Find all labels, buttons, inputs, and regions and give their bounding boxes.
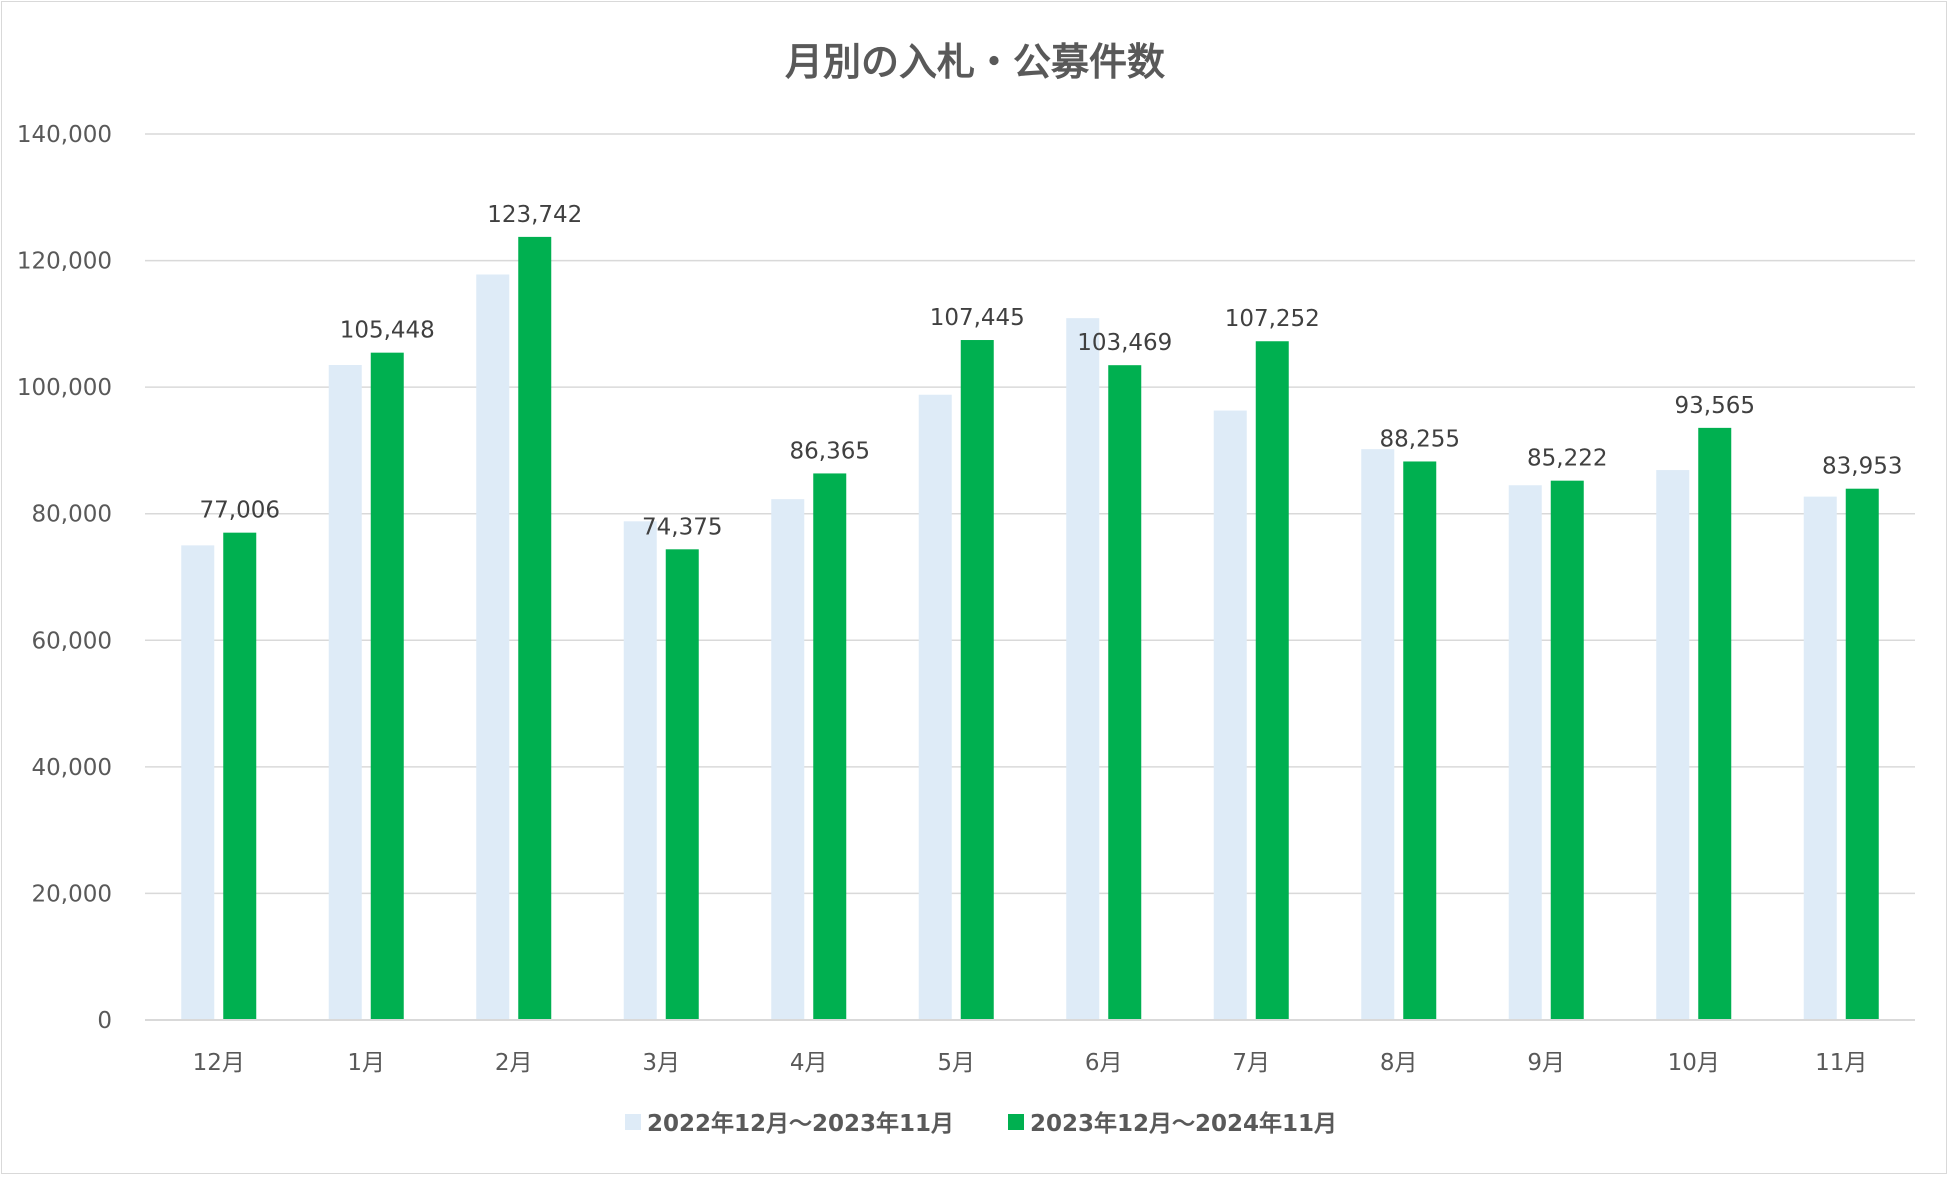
x-tick-label: 3月 [642,1050,680,1076]
bar-series-1 [1361,449,1395,1021]
y-tick-label: 140,000 [17,122,112,148]
x-tick-label: 6月 [1085,1050,1123,1076]
bar-series-1 [476,274,510,1021]
x-tick-label: 5月 [937,1050,975,1076]
data-label: 86,365 [790,438,870,464]
bar-series-1 [623,521,657,1020]
x-tick-label: 8月 [1380,1050,1418,1076]
data-label: 74,375 [642,514,722,540]
y-tick-label: 100,000 [17,375,112,401]
gridlines [145,133,1915,895]
x-tick-label: 11月 [1815,1050,1867,1076]
data-label: 103,469 [1077,330,1172,356]
chart-title: 月別の入札・公募件数 [785,40,1165,84]
bar-series-1 [1803,496,1837,1020]
x-tick-label: 1月 [347,1050,385,1076]
legend: 2022年12月～2023年11月 2023年12月～2024年11月 [625,1110,1337,1137]
y-tick-label: 60,000 [32,628,112,654]
data-label: 93,565 [1675,393,1755,419]
bar-series-1 [1508,485,1542,1020]
bars [181,236,1879,1021]
y-axis-ticks: 0 20,000 40,000 60,000 80,000 100,000 120,000 1… [17,122,112,1034]
data-label: 107,445 [930,305,1025,331]
bar-series-1 [1066,318,1100,1020]
data-label: 107,252 [1225,306,1320,332]
bar-series-2 [960,340,994,1021]
data-label: 77,006 [200,498,280,524]
bar-series-1 [328,364,362,1020]
bar-series-2 [518,236,552,1021]
x-tick-label: 4月 [790,1050,828,1076]
bar-series-2 [1550,480,1584,1020]
data-label: 105,448 [340,318,435,344]
x-tick-label: 10月 [1668,1050,1720,1076]
data-label: 123,742 [487,202,582,228]
bar-series-2 [1108,365,1142,1020]
bar-series-2 [1403,461,1437,1020]
bar-series-2 [665,549,699,1020]
legend-label: 2022年12月～2023年11月 [647,1110,954,1137]
bar-series-1 [1656,470,1690,1021]
bar-series-2 [1698,427,1732,1021]
data-label: 85,222 [1527,446,1607,472]
y-tick-label: 20,000 [32,881,112,907]
bar-series-2 [1255,341,1289,1020]
x-tick-label: 9月 [1527,1050,1565,1076]
legend-swatch [625,1114,641,1130]
bar-series-1 [771,499,805,1020]
x-tick-label: 12月 [193,1050,245,1076]
data-label: 83,953 [1822,454,1902,480]
data-label: 88,255 [1380,426,1460,452]
bar-series-1 [918,394,952,1020]
data-labels: 77,006 105,448 123,742 74,375 86,365 107,445 1… [200,202,1903,540]
bar-series-2 [370,352,404,1020]
y-tick-label: 120,000 [17,249,112,275]
y-tick-label: 0 [97,1008,112,1034]
bar-series-1 [181,545,215,1020]
x-tick-label: 2月 [495,1050,533,1076]
y-tick-label: 40,000 [32,755,112,781]
bar-series-2 [1845,488,1879,1020]
y-tick-label: 80,000 [32,502,112,528]
bar-series-1 [1213,410,1247,1020]
legend-label: 2023年12月～2024年11月 [1030,1110,1337,1137]
x-axis-ticks: 12月 1月 2月 3月 4月 5月 6月 7月 8月 9月 10月 11月 [193,1050,1868,1076]
x-tick-label: 7月 [1232,1050,1270,1076]
bar-series-2 [813,473,847,1020]
bar-series-2 [223,532,257,1020]
legend-swatch [1008,1114,1024,1130]
